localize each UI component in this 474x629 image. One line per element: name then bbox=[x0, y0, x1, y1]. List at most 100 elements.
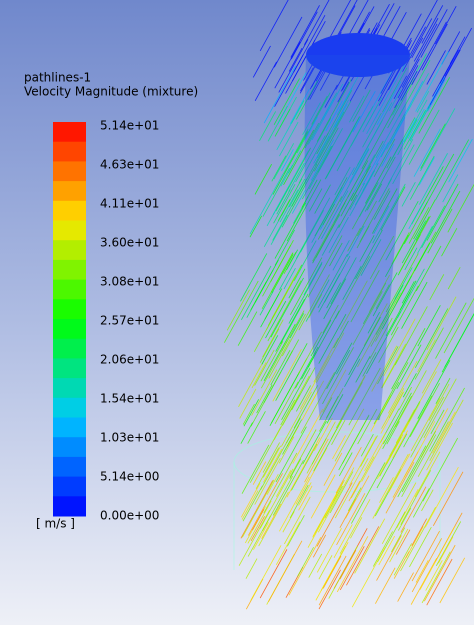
pathline bbox=[259, 468, 294, 529]
pathline bbox=[295, 117, 332, 183]
pathline bbox=[390, 117, 416, 161]
pathline bbox=[226, 289, 250, 331]
pathline bbox=[315, 214, 341, 258]
pathline bbox=[398, 386, 412, 411]
pathline bbox=[388, 391, 404, 419]
pathline bbox=[394, 306, 428, 366]
pathline bbox=[432, 471, 464, 527]
pathline bbox=[250, 281, 267, 311]
pathline bbox=[298, 485, 313, 511]
pathline bbox=[414, 451, 441, 498]
pathline bbox=[335, 255, 371, 319]
pathline bbox=[397, 119, 418, 156]
pathline bbox=[323, 278, 347, 320]
pathline bbox=[393, 75, 408, 100]
pathline bbox=[421, 551, 451, 604]
pathline bbox=[435, 302, 467, 359]
pathline bbox=[298, 135, 326, 184]
pathline bbox=[308, 294, 323, 319]
pathline bbox=[352, 291, 383, 346]
pathline bbox=[276, 470, 292, 497]
pathline bbox=[425, 560, 443, 591]
colorbar-tick-label: 1.54e+01 bbox=[100, 392, 159, 406]
pathline bbox=[380, 343, 407, 389]
pathline bbox=[351, 165, 371, 202]
pathline bbox=[247, 473, 283, 536]
pathline bbox=[274, 202, 306, 259]
pathline bbox=[417, 339, 436, 373]
pathline bbox=[295, 80, 319, 120]
pathline bbox=[346, 526, 380, 586]
pathline bbox=[304, 0, 330, 46]
pathline bbox=[287, 515, 305, 547]
pathline bbox=[339, 546, 365, 591]
pathline bbox=[280, 293, 309, 345]
pathline bbox=[399, 280, 417, 311]
pathline bbox=[422, 437, 458, 502]
pathline bbox=[338, 194, 358, 228]
pathline bbox=[247, 411, 266, 444]
colorbar-band bbox=[53, 417, 86, 438]
pathline bbox=[281, 149, 294, 172]
pathline bbox=[281, 391, 312, 447]
pathline bbox=[444, 27, 473, 77]
pathline bbox=[386, 434, 404, 465]
pathline bbox=[373, 190, 391, 220]
pathline bbox=[339, 499, 371, 554]
pathline bbox=[305, 279, 330, 322]
pathline bbox=[364, 156, 396, 212]
pathline bbox=[381, 275, 412, 330]
colorbar-band bbox=[53, 338, 86, 359]
pathline bbox=[391, 232, 410, 265]
pathline bbox=[386, 421, 400, 445]
pathline bbox=[400, 486, 427, 533]
pathline bbox=[360, 239, 382, 276]
colorbar-band bbox=[53, 437, 86, 458]
pathline bbox=[421, 359, 442, 394]
pathline bbox=[263, 448, 283, 483]
pathline bbox=[337, 81, 350, 103]
pathline bbox=[274, 108, 291, 137]
pathline bbox=[421, 5, 444, 44]
pathline bbox=[335, 446, 362, 494]
pathline bbox=[307, 310, 340, 368]
pathline bbox=[338, 452, 353, 477]
pathline bbox=[263, 452, 298, 514]
pathline bbox=[339, 498, 357, 528]
pathline bbox=[272, 460, 304, 516]
pathline bbox=[419, 153, 448, 205]
pathline bbox=[449, 36, 466, 65]
pathline bbox=[392, 430, 409, 459]
pathline bbox=[413, 17, 439, 62]
pathline bbox=[429, 274, 445, 301]
pathline bbox=[241, 265, 272, 320]
pathline bbox=[313, 337, 339, 383]
pathline bbox=[249, 215, 263, 238]
pathline bbox=[261, 503, 282, 539]
pathline bbox=[259, 0, 289, 52]
pathline bbox=[276, 189, 291, 215]
pathline bbox=[439, 557, 466, 604]
pathline bbox=[357, 102, 393, 166]
pathline bbox=[361, 439, 385, 482]
pathline bbox=[270, 277, 304, 338]
pathline bbox=[298, 274, 330, 331]
pathline bbox=[369, 235, 395, 280]
pathline bbox=[326, 342, 353, 389]
pathline bbox=[409, 76, 446, 141]
pathline bbox=[330, 382, 363, 440]
pathline bbox=[377, 421, 410, 479]
pathline bbox=[395, 409, 415, 444]
pathline bbox=[383, 392, 412, 445]
pathline bbox=[347, 487, 362, 512]
pathline bbox=[332, 435, 346, 460]
pathline bbox=[388, 89, 402, 112]
pathline bbox=[288, 150, 302, 174]
pathline bbox=[262, 319, 284, 358]
pathline bbox=[260, 340, 288, 389]
pathline bbox=[397, 268, 425, 318]
pathline bbox=[397, 572, 414, 602]
pathline bbox=[291, 189, 306, 214]
pathline bbox=[286, 339, 300, 362]
pathline bbox=[402, 18, 433, 72]
